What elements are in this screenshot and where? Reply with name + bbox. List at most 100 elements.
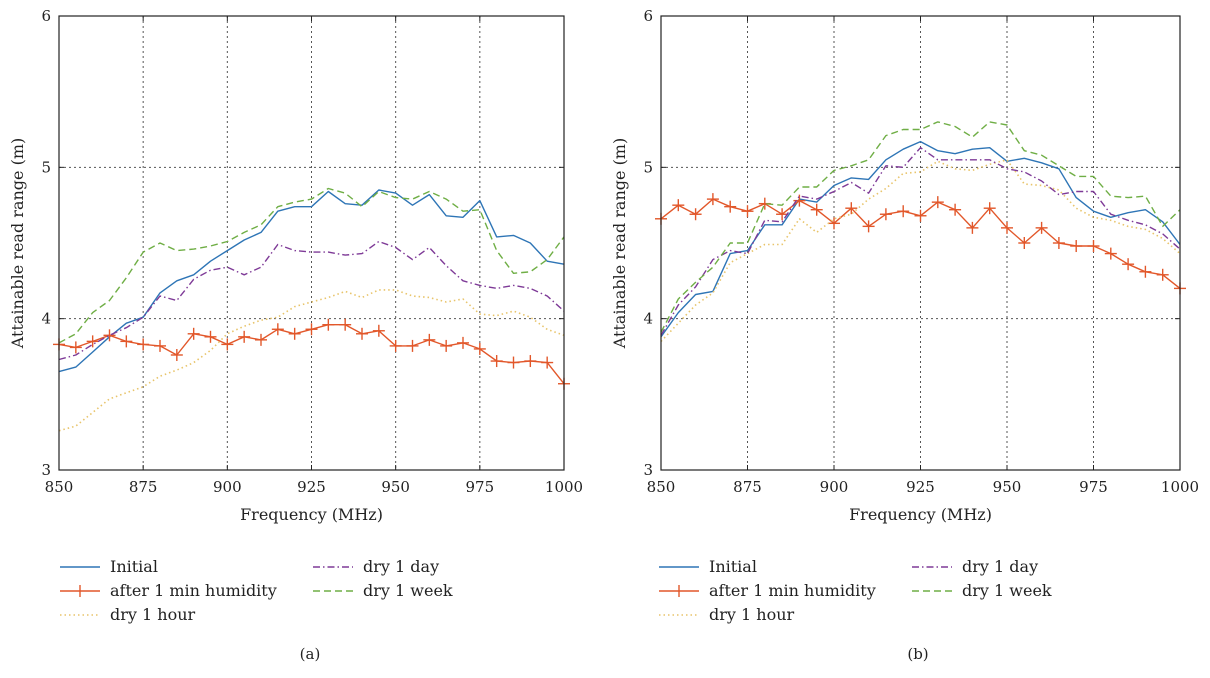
data-point-marker — [879, 208, 892, 221]
x-tick-label: 975 — [466, 478, 495, 496]
series-line-dry-1-hour — [660, 159, 1181, 342]
x-tick-label: 975 — [1079, 478, 1108, 496]
series-line-dry-1-day — [660, 146, 1181, 336]
series-line-dry-1-week — [58, 187, 565, 344]
x-tick-label: 950 — [381, 478, 410, 496]
data-point-marker — [949, 203, 962, 216]
data-point-marker — [221, 338, 234, 351]
legend-item: dry 1 day — [912, 557, 1038, 576]
x-tick-label: 1000 — [545, 478, 583, 496]
data-point-marker — [406, 339, 419, 352]
data-point-marker — [689, 208, 702, 221]
data-point-marker — [440, 339, 453, 352]
legend-item: dry 1 day — [313, 557, 439, 576]
data-point-marker — [672, 199, 685, 212]
legend-label: Initial — [110, 557, 158, 576]
data-point-marker — [1070, 240, 1083, 253]
data-point-marker — [810, 203, 823, 216]
legend-label: dry 1 hour — [709, 605, 795, 624]
data-point-marker — [423, 333, 436, 346]
series-line-Initial — [58, 189, 565, 373]
data-point-marker — [490, 355, 503, 368]
x-tick-label: 925 — [906, 478, 935, 496]
data-point-marker — [69, 341, 82, 354]
y-tick-label: 4 — [643, 310, 653, 328]
data-point-marker — [793, 194, 806, 207]
series-line-dry-1-week — [660, 121, 1181, 333]
legend-item: dry 1 week — [912, 581, 1052, 600]
legend-item: Initial — [60, 557, 158, 576]
data-point-marker — [1087, 240, 1100, 253]
panel-label: (a) — [300, 645, 321, 663]
data-point-marker — [137, 338, 150, 351]
data-point-marker — [255, 333, 267, 346]
data-point-marker — [372, 324, 385, 337]
data-point-marker — [706, 193, 719, 206]
data-point-marker — [741, 205, 754, 218]
legend-label: dry 1 hour — [110, 605, 196, 624]
data-point-marker — [966, 221, 979, 234]
data-point-marker — [271, 323, 284, 336]
x-tick-label: 875 — [733, 478, 762, 496]
series-line-dry-1-day — [58, 240, 565, 361]
series-line-Initial — [660, 140, 1181, 338]
data-point-marker — [1104, 247, 1117, 260]
data-point-marker — [457, 336, 469, 349]
legend-label: after 1 min humidity — [110, 581, 277, 600]
y-tick-label: 6 — [643, 7, 653, 25]
legend-item: after 1 min humidity — [659, 581, 876, 600]
data-point-marker — [356, 327, 368, 340]
y-tick-label: 6 — [41, 7, 51, 25]
legend-label: dry 1 week — [962, 581, 1052, 600]
x-tick-label: 850 — [45, 478, 74, 496]
data-point-marker — [238, 330, 251, 343]
data-point-marker — [845, 202, 858, 215]
data-point-marker — [983, 202, 996, 215]
legend-item: Initial — [659, 557, 757, 576]
data-point-marker — [541, 356, 554, 369]
data-point-marker — [120, 335, 133, 348]
legend: Initial after 1 min humidity dry 1 hour dry… — [60, 557, 453, 624]
x-tick-label: 925 — [297, 478, 326, 496]
series-line-dry-1-hour — [58, 289, 565, 432]
x-tick-label: 875 — [129, 478, 158, 496]
data-point-marker — [1001, 221, 1013, 234]
y-axis-label: Attainable read range (m) — [610, 138, 629, 349]
y-axis-label: Attainable read range (m) — [8, 138, 27, 349]
panel-label: (b) — [907, 645, 928, 663]
y-tick-label: 5 — [643, 158, 653, 176]
data-point-marker — [724, 200, 737, 213]
data-point-marker — [1122, 258, 1135, 271]
data-point-marker — [1156, 268, 1169, 281]
y-tick-label: 4 — [41, 310, 51, 328]
data-point-marker — [1052, 237, 1065, 249]
data-point-marker — [776, 208, 789, 221]
data-point-marker — [103, 329, 116, 342]
data-point-marker — [1018, 237, 1031, 249]
legend-item: after 1 min humidity — [60, 581, 277, 600]
data-point-marker — [322, 318, 335, 331]
x-axis-label: Frequency (MHz) — [849, 505, 992, 524]
data-point-marker — [1035, 221, 1048, 234]
y-tick-label: 3 — [643, 461, 653, 479]
x-tick-label: 1000 — [1161, 478, 1199, 496]
x-tick-label: 950 — [993, 478, 1022, 496]
legend-item: dry 1 week — [313, 581, 453, 600]
legend-label: dry 1 day — [962, 557, 1038, 576]
legend-label: dry 1 week — [363, 581, 453, 600]
data-point-marker — [862, 220, 875, 233]
data-point-marker — [473, 342, 486, 355]
data-point-marker — [524, 355, 537, 368]
data-point-marker — [305, 323, 318, 336]
chart-panel-a: 850 875 900 925 950 975 1000 3 4 5 6 Frequency (MHz… — [8, 7, 583, 663]
chart-panel-b: 850 875 900 925 950 975 1000 3 4 5 6 Frequency (MHz… — [610, 7, 1199, 663]
data-point-marker — [204, 330, 217, 343]
data-point-marker — [187, 327, 200, 340]
data-point-marker — [897, 205, 910, 218]
legend-label: after 1 min humidity — [709, 581, 876, 600]
y-tick-label: 5 — [41, 158, 51, 176]
x-axis-label: Frequency (MHz) — [240, 505, 383, 524]
data-point-marker — [1139, 265, 1152, 278]
